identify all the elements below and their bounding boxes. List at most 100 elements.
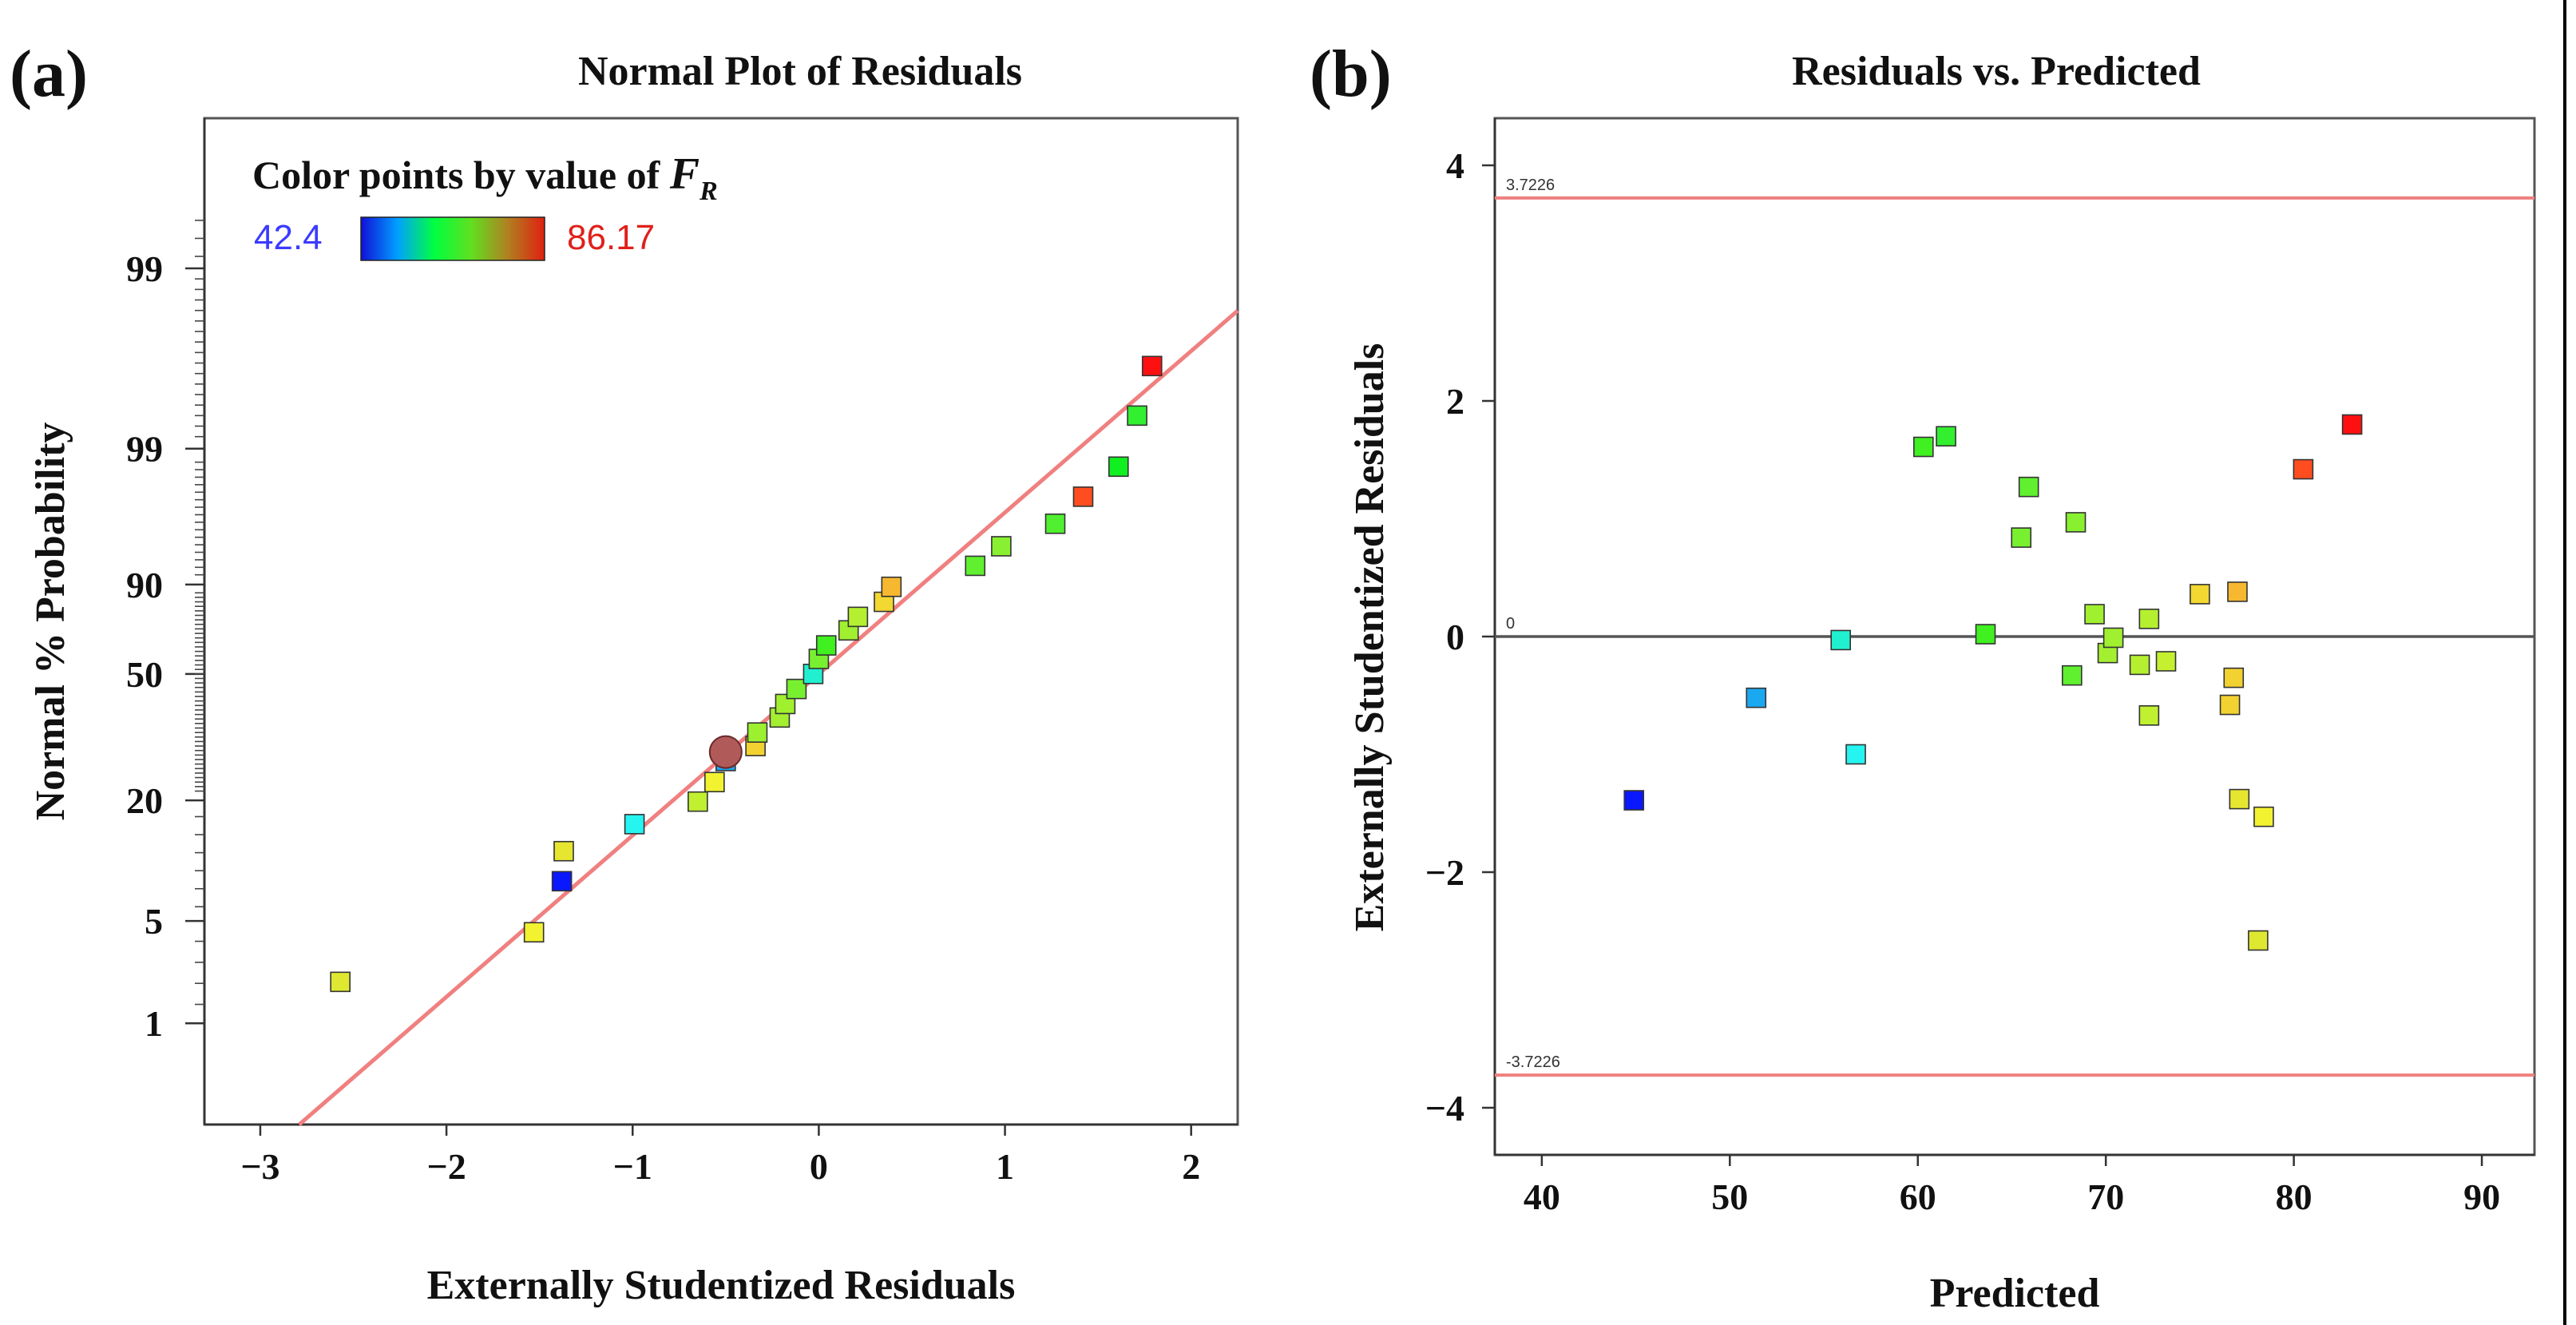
- y-ticks-b: −4 −2 0 2 4: [1425, 145, 1495, 1129]
- x-tick-label-a: −3: [240, 1146, 279, 1187]
- x-tick-label-b: 90: [2463, 1176, 2500, 1217]
- data-point-b[interactable]: [2011, 527, 2032, 548]
- y-tick-label-b: 0: [1446, 617, 1464, 657]
- data-point-a[interactable]: [815, 635, 837, 656]
- x-tick-label-b: 40: [1524, 1176, 1560, 1217]
- points-b: [1623, 414, 2363, 951]
- legend-title-sub: R: [699, 177, 718, 206]
- data-point-b[interactable]: [2190, 584, 2210, 605]
- highlighted-point[interactable]: [708, 735, 743, 769]
- panel-label-b: (b): [1310, 37, 1392, 111]
- y-tick-label-a: 1: [145, 1003, 163, 1044]
- x-tick-label-a: 1: [996, 1146, 1014, 1187]
- ref-line-label: 3.7226: [1506, 177, 1555, 194]
- y-ticks-a: 1 5 20 50 90 99 99: [126, 248, 204, 1044]
- y-tick-label-b: 4: [1446, 145, 1464, 186]
- y-tick-label-a: 99: [126, 429, 163, 470]
- ref-line-label: 0: [1506, 615, 1515, 633]
- legend-min-label: 42.4: [254, 218, 323, 257]
- color-legend: Color points by value of FR 42.4 86.17: [252, 149, 718, 261]
- data-point-b[interactable]: [2138, 705, 2160, 726]
- data-point-a[interactable]: [991, 536, 1012, 557]
- x-tick-label-b: 50: [1711, 1176, 1748, 1217]
- data-point-a[interactable]: [688, 791, 708, 812]
- y-tick-label-a: 90: [126, 565, 163, 605]
- data-point-a[interactable]: [553, 840, 574, 862]
- data-point-b[interactable]: [1623, 790, 1645, 811]
- x-tick-label-a: 0: [810, 1146, 828, 1187]
- x-tick-label-b: 60: [1900, 1176, 1936, 1217]
- data-point-a[interactable]: [965, 555, 986, 577]
- data-point-b[interactable]: [1913, 436, 1934, 458]
- fit-line: [298, 309, 1239, 1126]
- data-point-b[interactable]: [1746, 687, 1767, 708]
- plot-area-a: [203, 117, 1239, 1126]
- data-point-b[interactable]: [2223, 667, 2245, 688]
- data-point-a[interactable]: [881, 576, 902, 597]
- y-tick-label-a: 99: [126, 248, 163, 289]
- data-point-a[interactable]: [523, 922, 545, 943]
- legend-title: Color points by value of FR: [252, 149, 718, 206]
- data-point-b[interactable]: [1845, 744, 1866, 765]
- data-point-b[interactable]: [2227, 581, 2248, 602]
- x-tick-label-a: −1: [613, 1146, 652, 1187]
- data-point-a[interactable]: [551, 871, 573, 892]
- chart-title-b: Residuals vs. Predicted: [1792, 49, 2201, 94]
- data-point-a[interactable]: [704, 772, 725, 793]
- legend-gradient-bar: [360, 216, 545, 261]
- x-ticks-a: −3 −2 −1 0 1 2: [240, 1125, 1200, 1187]
- x-tick-label-a: 2: [1182, 1146, 1200, 1187]
- data-point-a[interactable]: [1127, 405, 1147, 426]
- chart-title-a: Normal Plot of Residuals: [578, 49, 1022, 94]
- x-tick-label-a: −2: [426, 1146, 466, 1187]
- data-point-b[interactable]: [2129, 654, 2150, 676]
- data-point-b[interactable]: [2084, 604, 2105, 625]
- data-point-b[interactable]: [2155, 651, 2177, 672]
- data-point-a[interactable]: [1044, 513, 1066, 534]
- data-point-a[interactable]: [1072, 486, 1094, 507]
- y-tick-label-a: 20: [126, 780, 163, 821]
- panel-b-residuals-vs-predicted: (b) Residuals vs. Predicted 40 50 60 70 80 90…: [1310, 37, 2536, 1316]
- y-tick-label-b: 2: [1446, 381, 1464, 422]
- legend-title-text: Color points by value of: [252, 153, 670, 197]
- data-point-b[interactable]: [2253, 806, 2274, 827]
- data-point-b[interactable]: [1936, 426, 1956, 447]
- data-point-a[interactable]: [786, 678, 807, 700]
- data-point-b[interactable]: [1830, 629, 1852, 651]
- data-point-b[interactable]: [2138, 609, 2160, 629]
- panel-label-a: (a): [10, 37, 88, 111]
- x-tick-label-b: 80: [2276, 1176, 2312, 1217]
- data-point-b[interactable]: [2293, 458, 2314, 480]
- data-point-a[interactable]: [330, 971, 351, 993]
- data-point-b[interactable]: [2062, 664, 2083, 686]
- panel-a-normal-plot: (a) Normal Plot of Residuals −3 −2 −1 0 1 2 1…: [10, 37, 1239, 1308]
- data-point-a[interactable]: [847, 606, 869, 628]
- y-minor-ticks-a: [195, 220, 204, 1006]
- data-point-b[interactable]: [2065, 512, 2087, 533]
- data-point-a[interactable]: [624, 814, 645, 835]
- reference-lines: 3.7226 0 -3.7226: [1495, 177, 2534, 1077]
- data-point-b[interactable]: [1975, 624, 1996, 645]
- x-ticks-b: 40 50 60 70 80 90: [1524, 1155, 2500, 1217]
- y-tick-label-b: −2: [1425, 852, 1464, 893]
- data-point-b[interactable]: [2018, 476, 2039, 498]
- x-axis-title-b: Predicted: [1930, 1271, 2100, 1316]
- y-axis-title-a: Normal % Probability: [28, 422, 73, 821]
- ref-line-label: -3.7226: [1506, 1053, 1560, 1071]
- data-point-b[interactable]: [2219, 694, 2241, 716]
- data-point-a[interactable]: [1108, 456, 1129, 478]
- x-tick-label-b: 70: [2087, 1176, 2124, 1217]
- y-tick-label-a: 5: [145, 901, 163, 942]
- data-point-b[interactable]: [2102, 627, 2124, 649]
- y-axis-title-b: Externally Studentized Residuals: [1347, 343, 1393, 932]
- data-point-a[interactable]: [1141, 355, 1163, 377]
- legend-title-var: F: [669, 149, 699, 199]
- legend-max-label: 86.17: [567, 218, 655, 257]
- data-point-b[interactable]: [2341, 414, 2363, 435]
- data-point-a[interactable]: [747, 722, 768, 743]
- data-point-b[interactable]: [2248, 930, 2269, 951]
- y-tick-label-a: 50: [126, 654, 163, 695]
- x-axis-title-a: Externally Studentized Residuals: [427, 1263, 1016, 1308]
- data-point-b[interactable]: [2229, 788, 2250, 810]
